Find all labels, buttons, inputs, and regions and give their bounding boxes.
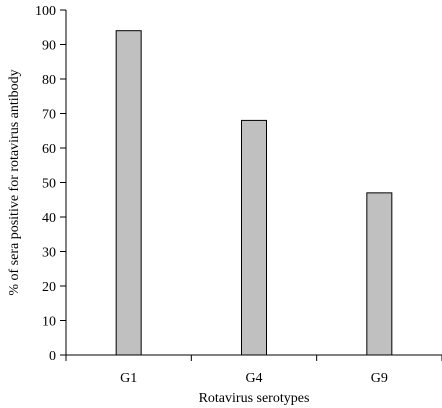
y-ticks-group: 0 10 20 30 40 50 60 70 80 90 100: [35, 4, 66, 364]
bars-group: [115, 30, 393, 356]
y-tick-label: 30: [42, 246, 56, 261]
x-axis-title: Rotavirus serotypes: [199, 391, 310, 406]
bar-g4: [241, 119, 267, 356]
bar-g9: [366, 192, 393, 356]
y-tick-label: 50: [42, 177, 56, 192]
bar-g1: [115, 30, 142, 356]
x-ticks-group: G1 G4 G9: [65, 355, 442, 386]
y-tick-label: 60: [42, 142, 56, 157]
y-tick-label: 10: [42, 315, 56, 330]
y-tick-label: 0: [49, 349, 56, 364]
x-tick-label: G1: [120, 371, 137, 386]
y-tick-label: 80: [42, 73, 56, 88]
y-tick-label: 100: [35, 4, 56, 19]
y-tick-label: 40: [42, 211, 56, 226]
y-axis-title: % of sera positive for rotavirus antibod…: [7, 69, 22, 295]
y-tick-label: 20: [42, 280, 56, 295]
y-tick-label: 90: [42, 39, 56, 54]
x-tick-label: G4: [245, 371, 262, 386]
y-tick-label: 70: [42, 108, 56, 123]
x-tick-label: G9: [371, 371, 388, 386]
